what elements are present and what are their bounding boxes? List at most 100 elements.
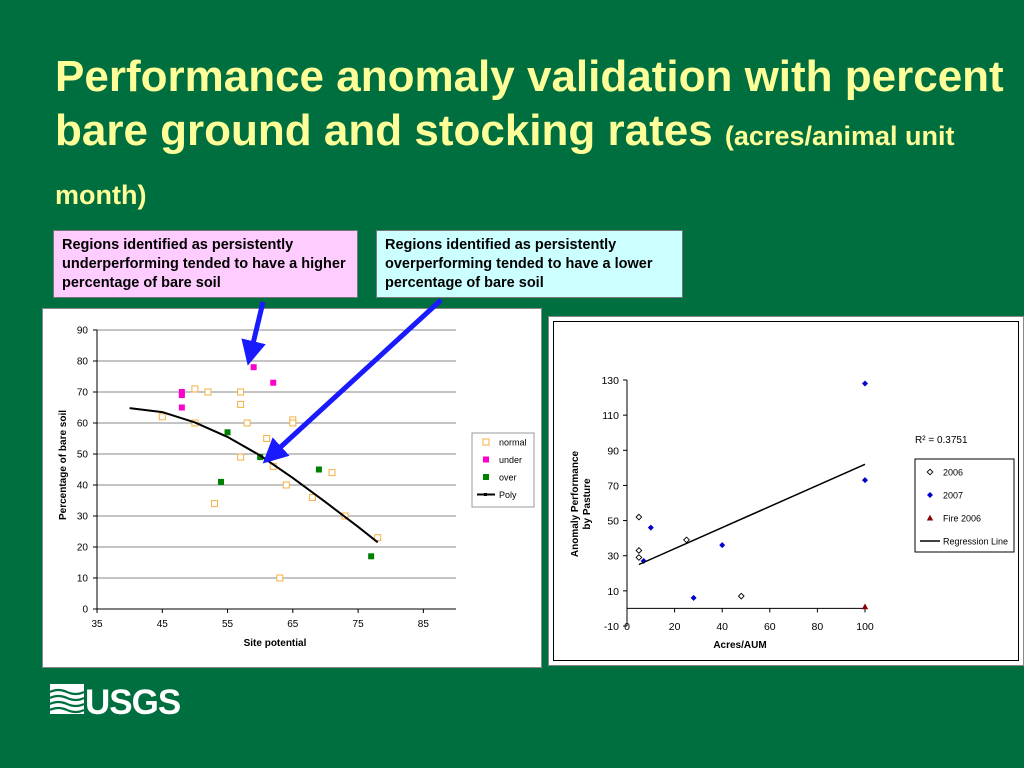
usgs-wave-icon: [49, 684, 85, 714]
chart2-x-tick-label: 20: [669, 621, 681, 633]
regression-line: [638, 463, 866, 566]
over-point: [315, 466, 322, 473]
chart1-y-tick-label: 0: [82, 605, 88, 616]
slide-title-sub: (acres/animal unit month): [55, 121, 955, 210]
legend-fire-2006-label: Fire 2006: [943, 514, 981, 524]
chart1-x-tick-label: 35: [91, 619, 103, 630]
point-2006: [635, 554, 643, 561]
chart2-y-tick-label: 30: [607, 551, 619, 563]
chart1-x-tick-label: 85: [418, 619, 430, 630]
chart2-y-tick-label: 110: [602, 410, 619, 422]
under-point: [250, 364, 257, 371]
bare-soil-chart-panel: 0 10 20 30 40 50 60 70 80 90 35 45 55 65 75 85 Site pot…: [42, 308, 542, 668]
chart1-ticks: 0 10 20 30 40 50 60 70 80 90 35 45 55 65 75 85: [77, 326, 429, 631]
under-point: [178, 392, 185, 399]
normal-point: [237, 400, 245, 408]
chart1-y-tick-label: 20: [77, 543, 89, 554]
chart2-ticks: -10 10 30 50 70 90 110 130 0 20 40 60 80 100: [601, 375, 873, 633]
legend-2006-label: 2006: [943, 468, 963, 478]
point-2006: [635, 547, 643, 554]
chart1-marks: [129, 364, 382, 582]
chart1-y-tick-label: 90: [77, 326, 89, 337]
point-fire-2006: [861, 603, 869, 610]
slide-title-main: Performance anomaly validation with perc…: [55, 52, 1004, 155]
anomaly-chart-panel: -10 10 30 50 70 90 110 130 0 20 40 60 80 100 Acres/AU…: [548, 316, 1024, 666]
normal-point: [243, 419, 251, 427]
usgs-logo: USGS: [49, 680, 182, 722]
chart1-y-tick-label: 40: [77, 481, 89, 492]
chart2-y-axis-label-line1: Anomaly Performance: [570, 450, 581, 557]
chart2-marks: [635, 380, 869, 610]
legend-regression-line-label: Regression Line: [943, 537, 1008, 547]
normal-point: [374, 534, 382, 542]
legend-2007-label: 2007: [943, 491, 963, 501]
chart2-axes: [626, 380, 865, 626]
legend-2007-marker: [927, 492, 933, 498]
chart2-y-axis-label-line2: by Pasture: [582, 478, 593, 530]
r-squared-annotation: R² = 0.3751: [915, 435, 968, 446]
normal-point: [204, 388, 212, 396]
chart1-x-tick-label: 45: [157, 619, 169, 630]
under-point: [270, 379, 277, 386]
legend-fire-2006-marker: [926, 514, 934, 521]
point-2007: [719, 542, 726, 549]
chart1-y-tick-label: 50: [77, 450, 89, 461]
overperforming-callout: Regions identified as persistently overp…: [376, 230, 683, 298]
anomaly-chart-frame: -10 10 30 50 70 90 110 130 0 20 40 60 80 100 Acres/AU…: [553, 321, 1019, 661]
chart1-x-axis-label: Site potential: [244, 638, 307, 649]
slide-title: Performance anomaly validation with perc…: [55, 50, 1015, 222]
chart1-axes: [96, 330, 456, 610]
chart2-x-tick-label: 0: [624, 621, 630, 633]
legend-under-label: under: [499, 455, 522, 465]
legend-2006-marker: [926, 468, 934, 476]
chart2-legend: 2006 2007 Fire 2006 Regression Line: [914, 458, 1015, 553]
over-point: [368, 553, 375, 560]
chart2-y-tick-label: 70: [607, 480, 619, 492]
point-2007: [862, 380, 868, 387]
chart1-y-tick-label: 70: [77, 388, 89, 399]
normal-point: [191, 385, 199, 393]
normal-point: [276, 574, 284, 582]
chart2-y-tick-label: -10: [604, 621, 619, 633]
point-2007: [690, 594, 697, 601]
chart2-x-tick-label: 100: [856, 621, 874, 633]
legend-Poly-label: Poly: [499, 490, 517, 500]
chart1-x-tick-label: 75: [353, 619, 365, 630]
legend-normal-marker: [482, 438, 490, 446]
chart1-legend: normal under over Poly: [471, 432, 535, 508]
legend-poly-marker: [484, 493, 487, 496]
chart2-x-tick-label: 80: [812, 621, 824, 633]
point-2006: [635, 513, 643, 521]
point-2007: [647, 524, 654, 531]
chart2-y-tick-label: 50: [607, 516, 619, 528]
legend-over-marker: [483, 474, 489, 480]
normal-point: [158, 413, 166, 421]
legend-normal-label: normal: [499, 438, 527, 448]
over-point: [224, 429, 231, 436]
over-point: [218, 478, 225, 485]
underperforming-callout: Regions identified as persistently under…: [53, 230, 358, 298]
chart1-y-tick-label: 80: [77, 357, 89, 368]
chart1-y-axis-label: Percentage of bare soil: [58, 410, 69, 520]
normal-point: [328, 469, 336, 477]
chart1-y-tick-label: 10: [77, 574, 89, 585]
chart1-x-tick-label: 65: [287, 619, 299, 630]
chart1-y-tick-label: 60: [77, 419, 89, 430]
point-2007: [862, 477, 868, 484]
normal-point: [289, 419, 297, 427]
chart2-y-tick-label: 130: [601, 375, 619, 387]
normal-point: [237, 453, 245, 461]
legend-under-marker: [483, 456, 489, 463]
point-2006: [737, 592, 745, 600]
bare-soil-chart: 0 10 20 30 40 50 60 70 80 90 35 45 55 65 75 85 Site pot…: [58, 326, 535, 649]
normal-point: [308, 493, 316, 501]
normal-point: [282, 481, 290, 489]
under-point: [178, 389, 185, 395]
chart2-x-tick-label: 60: [764, 621, 776, 633]
under-point: [178, 404, 185, 411]
chart1-y-tick-label: 30: [77, 512, 89, 523]
poly-trend-line: [129, 407, 379, 544]
normal-point: [237, 388, 245, 396]
legend-over-label: over: [499, 473, 517, 483]
